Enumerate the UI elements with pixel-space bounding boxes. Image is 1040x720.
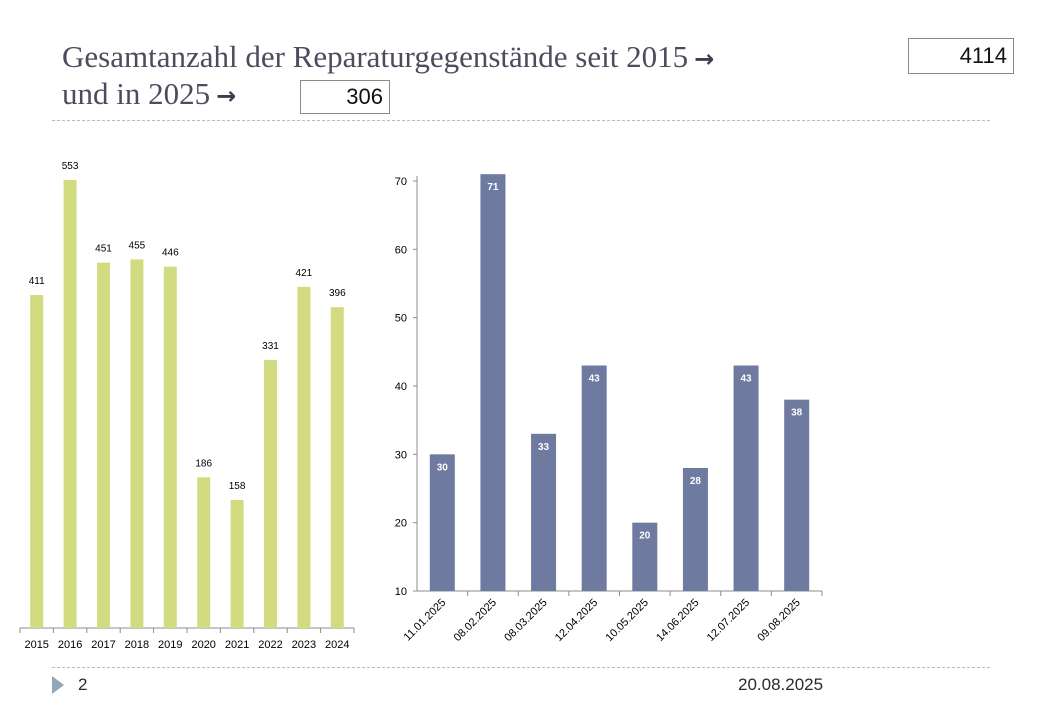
data-label-11.01.2025: 30 [437,462,449,473]
y-tick-label-20: 20 [395,518,407,530]
bar-2022 [264,359,277,628]
data-label-09.08.2025: 38 [791,408,803,419]
data-label-2023: 421 [296,268,313,279]
x-tick-label-2018: 2018 [125,639,149,651]
bar-2023 [297,286,311,628]
total-since-2015-box: 4114 [908,38,1014,74]
x-tick-label-2017: 2017 [91,639,115,651]
bar-2018 [130,259,144,628]
data-label-2022: 331 [262,341,279,352]
title-text-1: Gesamtanzahl der Reparaturgegenstände se… [62,39,689,74]
data-label-2020: 186 [195,458,212,469]
x-tick-label-12.07.2025: 12.07.2025 [705,597,752,644]
bar-14.06.2025 [682,468,708,591]
bar-08.02.2025 [480,174,506,591]
bar-2016 [63,180,77,628]
data-label-2018: 455 [129,240,146,251]
bar-2017 [97,262,110,628]
bar-12.07.2025 [733,365,759,591]
x-tick-label-12.04.2025: 12.04.2025 [553,597,600,644]
data-label-10.05.2025: 20 [639,531,651,542]
x-tick-label-11.01.2025: 11.01.2025 [402,597,449,644]
y-tick-label-70: 70 [395,176,407,188]
data-label-14.06.2025: 28 [690,476,702,487]
y-tick-label-50: 50 [395,313,407,325]
x-tick-label-2020: 2020 [191,639,215,651]
data-label-12.04.2025: 43 [589,374,601,385]
x-tick-label-2021: 2021 [225,639,249,651]
bar-09.08.2025 [784,399,810,591]
bar-2015 [30,295,44,628]
data-label-2019: 446 [162,248,179,259]
title-line-1: Gesamtanzahl der Reparaturgegenstände se… [62,38,714,78]
x-tick-label-2016: 2016 [58,639,82,651]
bar-12.04.2025 [581,365,607,591]
title-line-2: und in 2025 → [62,75,236,115]
data-label-12.07.2025: 43 [741,374,753,385]
data-label-08.03.2025: 33 [538,442,550,453]
y-tick-label-10: 10 [395,586,407,598]
footer-date: 20.08.2025 [738,675,824,694]
y-tick-label-40: 40 [395,381,407,393]
data-label-2024: 396 [329,288,346,299]
page-number: 2 [78,675,88,694]
x-tick-label-10.05.2025: 10.05.2025 [604,597,651,644]
data-label-2017: 451 [95,244,112,255]
yearly-bar-chart: 411 2015 553 2016 451 2017 455 2018 446 2019 186 20… [19,161,355,651]
x-tick-label-2019: 2019 [158,639,182,651]
data-label-2015: 411 [29,276,45,287]
session-bar-chart: 10 20 30 40 50 60 70 30 11.01.2025 71 08.02.2025 33… [395,174,823,644]
x-tick-label-2023: 2023 [292,639,316,651]
bar-2020 [197,477,211,628]
data-label-08.02.2025: 71 [487,182,499,193]
triangle-bullet-icon [52,676,64,694]
arrow-right-icon: → [694,45,715,73]
x-tick-label-2022: 2022 [258,639,282,651]
bar-10.05.2025 [632,522,658,591]
x-tick-label-08.02.2025: 08.02.2025 [452,597,499,644]
bar-11.01.2025 [429,454,455,591]
x-tick-label-08.03.2025: 08.03.2025 [502,597,549,644]
divider-top [52,120,990,121]
x-tick-label-14.06.2025: 14.06.2025 [654,597,701,644]
bar-08.03.2025 [531,433,557,591]
bar-2024 [330,307,344,628]
divider-bottom [52,667,990,668]
y-tick-label-30: 30 [395,449,407,461]
arrow-right-icon: → [216,82,237,110]
x-tick-label-2024: 2024 [325,639,349,651]
x-tick-label-2015: 2015 [24,639,48,651]
bar-2021 [230,500,244,628]
bar-2019 [163,266,177,628]
y-tick-label-60: 60 [395,244,407,256]
data-label-2016: 553 [62,161,79,172]
data-label-2021: 158 [229,481,246,492]
title-text-2: und in 2025 [62,76,211,111]
total-2025-box: 306 [300,80,390,114]
x-tick-label-09.08.2025: 09.08.2025 [755,597,802,644]
